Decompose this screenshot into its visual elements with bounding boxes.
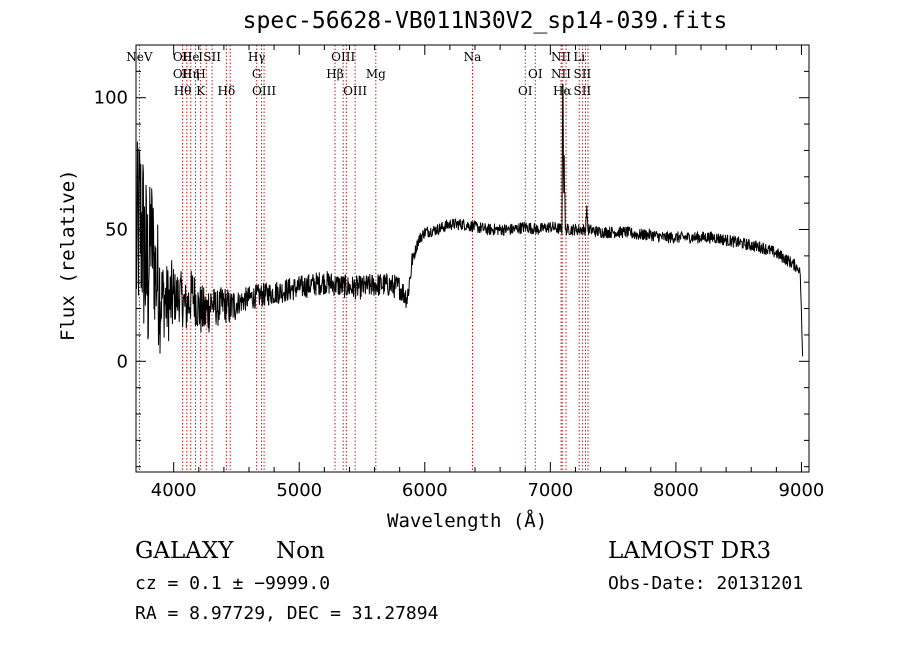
spectral-line-label: H — [195, 67, 205, 81]
spectral-line-labels: NeV OIIOIIHθHeHηIHKSIIHδHγGOIIIHβOIIIOIII… — [126, 50, 591, 98]
spectral-line-label: NeV — [126, 50, 153, 64]
spectral-line-label: Hβ — [326, 67, 343, 81]
object-class: GALAXY — [135, 538, 234, 564]
spectral-line-label: Hη — [182, 67, 200, 81]
observation-date: Obs-Date: 20131201 — [608, 573, 804, 594]
spectral-line-label: NII — [551, 50, 571, 64]
plot-axes — [135, 44, 810, 473]
spectral-line-label: SII — [574, 84, 592, 98]
x-tick-label: 9000 — [779, 480, 825, 501]
spectral-line-label: K — [196, 84, 206, 98]
plot-frame — [135, 44, 810, 473]
spectral-line-label: Hα — [553, 84, 572, 98]
coordinates: RA = 8.97729, DEC = 31.27894 — [135, 603, 439, 624]
y-tick-label: 50 — [105, 220, 128, 241]
x-tick-label: 4000 — [151, 480, 197, 501]
x-tick-label: 7000 — [527, 480, 573, 501]
x-tick-label: 6000 — [402, 480, 448, 501]
spectral-line-label: G — [252, 67, 262, 81]
y-axis-label: Flux (relative) — [57, 169, 79, 341]
spectral-line-label: Li — [573, 50, 585, 64]
x-axis-label: Wavelength (Å) — [387, 510, 548, 532]
spectral-line-label: Hγ — [248, 50, 266, 64]
x-tick-label: 5000 — [276, 480, 322, 501]
chart-title: spec-56628-VB011N30V2_sp14-039.fits — [242, 8, 728, 34]
x-tick-label: 8000 — [653, 480, 699, 501]
spectral-line-label: He — [182, 50, 200, 64]
y-tick-label: 100 — [94, 88, 128, 109]
spectral-line-label: OIII — [343, 84, 367, 98]
spectral-line-label: I — [198, 50, 203, 64]
spectral-line-markers — [138, 45, 589, 472]
redshift-cz: cz = 0.1 ± −9999.0 — [135, 573, 331, 594]
spectral-line-label: SII — [203, 50, 221, 64]
spectral-line-label: OIII — [252, 84, 276, 98]
spectral-line-label: OI — [528, 67, 543, 81]
spectral-line-label: SII — [574, 67, 592, 81]
flux-series — [135, 84, 804, 357]
object-subclass: Non — [276, 538, 325, 564]
spectral-line-label: OI — [518, 84, 533, 98]
spectral-line-label: OII — [173, 50, 193, 64]
spectral-line-label: Hδ — [218, 84, 236, 98]
tick-labels: 4000 5000 6000 7000 8000 9000 0 50 100 — [94, 88, 825, 501]
spectral-line-label: OII — [173, 67, 193, 81]
flux-line — [135, 84, 804, 357]
spectral-line-label: Hθ — [174, 84, 192, 98]
spectral-line-label: Na — [464, 50, 482, 64]
spectral-line-label: Mg — [366, 67, 386, 81]
survey-name: LAMOST DR3 — [608, 538, 772, 564]
spectral-line-label: NII — [551, 67, 571, 81]
y-tick-label: 0 — [117, 351, 128, 372]
spectral-line-label: OIII — [331, 50, 355, 64]
